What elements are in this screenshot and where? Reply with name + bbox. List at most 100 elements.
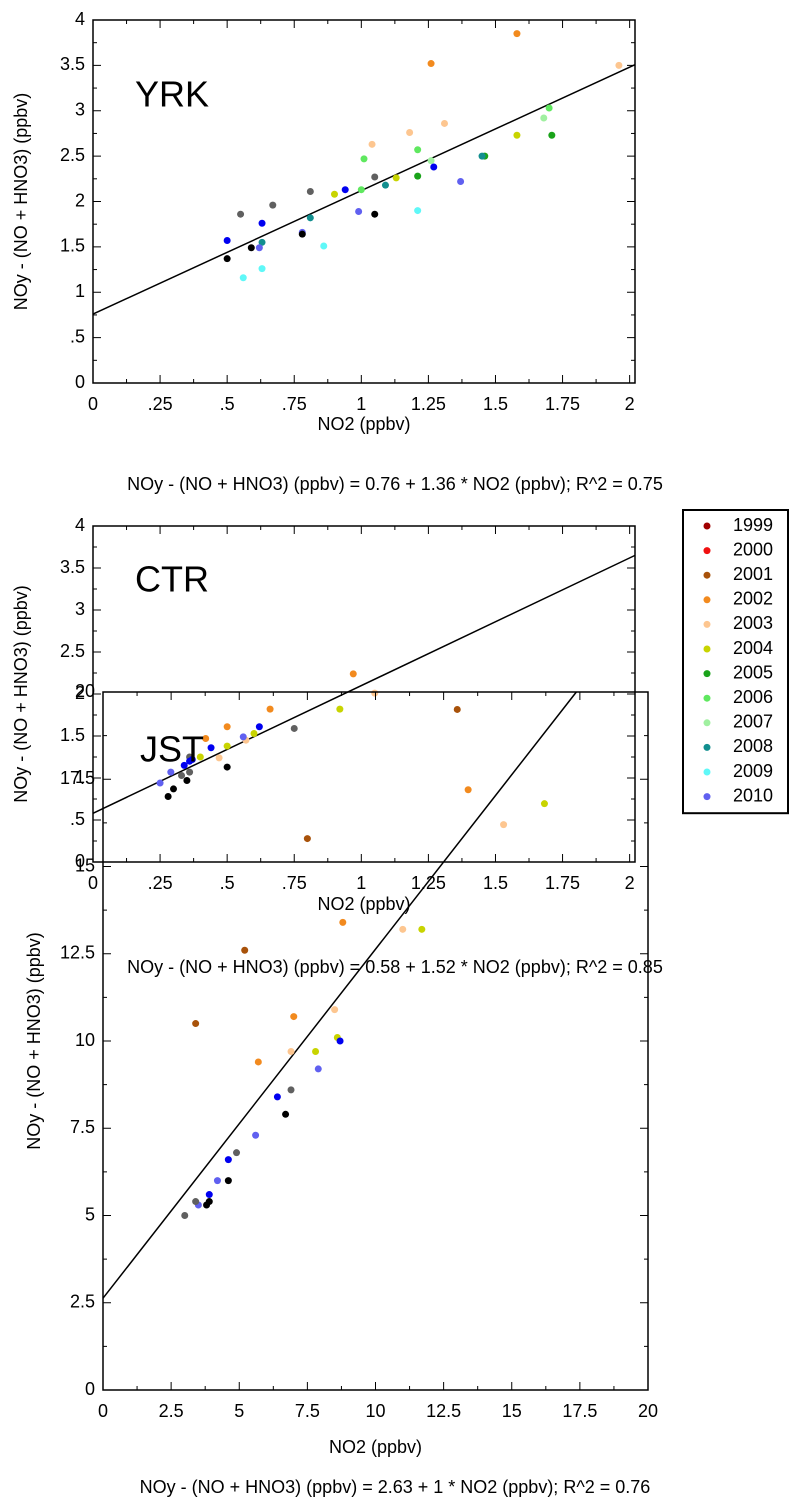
point	[427, 157, 435, 165]
x-tick-label: 17.5	[562, 1401, 597, 1421]
point	[414, 146, 422, 154]
y-tick-label: 2	[75, 683, 85, 703]
y-tick-label: 3	[75, 100, 85, 120]
point	[513, 131, 521, 139]
point	[205, 1191, 213, 1199]
point	[223, 255, 231, 263]
point	[192, 1198, 200, 1206]
point	[215, 754, 223, 762]
point	[186, 768, 194, 776]
x-tick-label: 1.75	[545, 394, 580, 414]
point	[254, 1058, 262, 1066]
point	[164, 792, 172, 800]
point	[258, 219, 266, 227]
y-tick-label: 1	[75, 281, 85, 301]
point	[207, 744, 215, 752]
x-tick-label: 1.5	[483, 873, 508, 893]
y-tick-label: 0	[85, 1379, 95, 1399]
point	[252, 1131, 260, 1139]
point	[406, 129, 414, 137]
panel-title: YRK	[135, 74, 209, 115]
point	[192, 1020, 200, 1028]
legend-marker	[703, 768, 711, 776]
point	[513, 30, 521, 38]
x-tick-label: 10	[365, 1401, 385, 1421]
legend-marker	[703, 571, 711, 579]
point	[540, 800, 548, 808]
point	[255, 244, 263, 252]
point	[330, 190, 338, 198]
x-tick-label: 1.75	[545, 873, 580, 893]
y-tick-label: 3.5	[60, 54, 85, 74]
point	[414, 172, 422, 180]
point	[298, 230, 306, 238]
point	[258, 265, 266, 273]
point	[349, 670, 357, 678]
point	[615, 61, 623, 69]
point	[457, 178, 465, 186]
x-tick-label: 20	[638, 1401, 658, 1421]
point	[392, 174, 400, 182]
x-tick-label: 15	[502, 1401, 522, 1421]
point	[183, 777, 191, 785]
point	[545, 104, 553, 112]
legend-marker	[703, 719, 711, 727]
y-tick-label: 15	[75, 855, 95, 875]
fit-line	[92, 554, 636, 814]
point	[306, 188, 314, 196]
point	[269, 201, 277, 209]
legend-marker	[703, 743, 711, 751]
point	[282, 1110, 290, 1118]
point	[303, 835, 311, 843]
point	[312, 1047, 320, 1055]
panel-title: JST	[140, 729, 204, 770]
fit-caption: NOy - (NO + HNO3) (ppbv) = 0.58 + 1.52 *…	[127, 957, 663, 977]
point	[478, 152, 486, 160]
y-tick-label: 7.5	[70, 1117, 95, 1137]
point	[223, 237, 231, 245]
x-tick-label: 0	[88, 873, 98, 893]
x-tick-label: .75	[282, 394, 307, 414]
x-tick-label: 1.5	[483, 394, 508, 414]
y-tick-label: 1	[75, 767, 85, 787]
point	[233, 1149, 241, 1157]
y-tick-label: 2.5	[60, 145, 85, 165]
point	[196, 753, 204, 761]
y-tick-label: 0	[75, 372, 85, 392]
legend-label: 2004	[733, 638, 773, 658]
point	[314, 1065, 322, 1073]
point	[258, 238, 266, 246]
fit-caption: NOy - (NO + HNO3) (ppbv) = 2.63 + 1 * NO…	[140, 1477, 651, 1497]
point	[224, 1156, 232, 1164]
y-axis-label: NOy - (NO + HNO3) (ppbv)	[24, 932, 44, 1150]
legend-marker	[703, 670, 711, 678]
point	[239, 274, 247, 282]
y-tick-label: .5	[70, 326, 85, 346]
x-tick-label: .5	[220, 873, 235, 893]
point	[266, 705, 274, 713]
point	[241, 946, 249, 954]
point	[331, 1006, 339, 1014]
panel-title: CTR	[135, 559, 209, 600]
point	[169, 785, 177, 793]
x-tick-label: .25	[148, 394, 173, 414]
legend-label: 2009	[733, 761, 773, 781]
point	[290, 1013, 298, 1021]
x-tick-label: 2	[625, 394, 635, 414]
x-tick-label: 1	[356, 873, 366, 893]
point	[371, 210, 379, 218]
point	[440, 119, 448, 127]
point	[399, 925, 407, 933]
legend-marker	[703, 694, 711, 702]
point	[224, 1177, 232, 1185]
legend-marker	[703, 645, 711, 653]
fit-line	[102, 691, 577, 1299]
point	[223, 723, 231, 731]
point	[368, 140, 376, 148]
point	[213, 1177, 221, 1185]
x-axis-label: NO2 (ppbv)	[329, 1437, 422, 1457]
x-axis-label: NO2 (ppbv)	[317, 414, 410, 434]
x-tick-label: 0	[88, 394, 98, 414]
legend-label: 2000	[733, 539, 773, 559]
